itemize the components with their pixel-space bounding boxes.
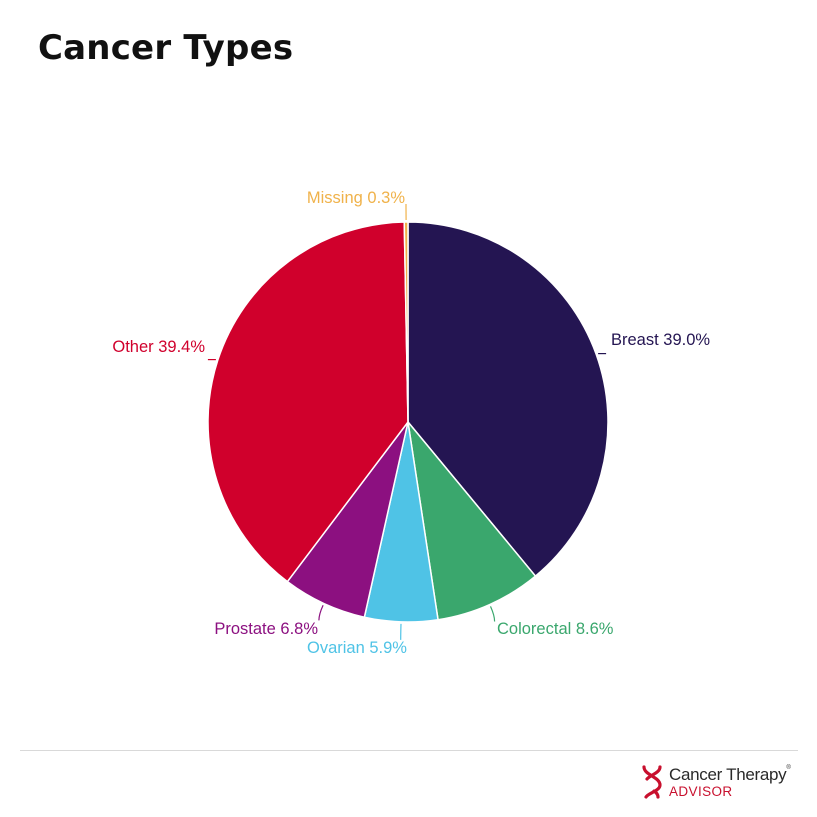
slice-label-prostate: Prostate 6.8%: [214, 620, 318, 638]
pie-slice-colorectal: [406, 419, 537, 621]
trademark-symbol: ®: [786, 765, 791, 771]
footer-divider: [20, 750, 798, 751]
leader-line-prostate: [318, 605, 324, 621]
page-title: Cancer Types: [38, 28, 294, 68]
pie-slice-missing: [403, 221, 409, 423]
pie-slice-breast: [407, 221, 609, 578]
slice-label-missing: Missing 0.3%: [307, 189, 405, 207]
pie-slice-other: [207, 221, 409, 583]
slice-label-ovarian: Ovarian 5.9%: [307, 639, 407, 657]
leader-line-colorectal: [489, 606, 496, 622]
brand-logo: Cancer Therapy® ADVISOR: [640, 763, 810, 803]
slice-label-breast: Breast 39.0%: [611, 331, 710, 349]
brand-name: Cancer Therapy®: [669, 765, 791, 784]
slice-label-colorectal: Colorectal 8.6%: [497, 620, 614, 638]
slice-label-other: Other 39.4%: [112, 338, 205, 356]
dna-helix-icon: [642, 765, 662, 799]
brand-subtitle: ADVISOR: [669, 784, 733, 799]
